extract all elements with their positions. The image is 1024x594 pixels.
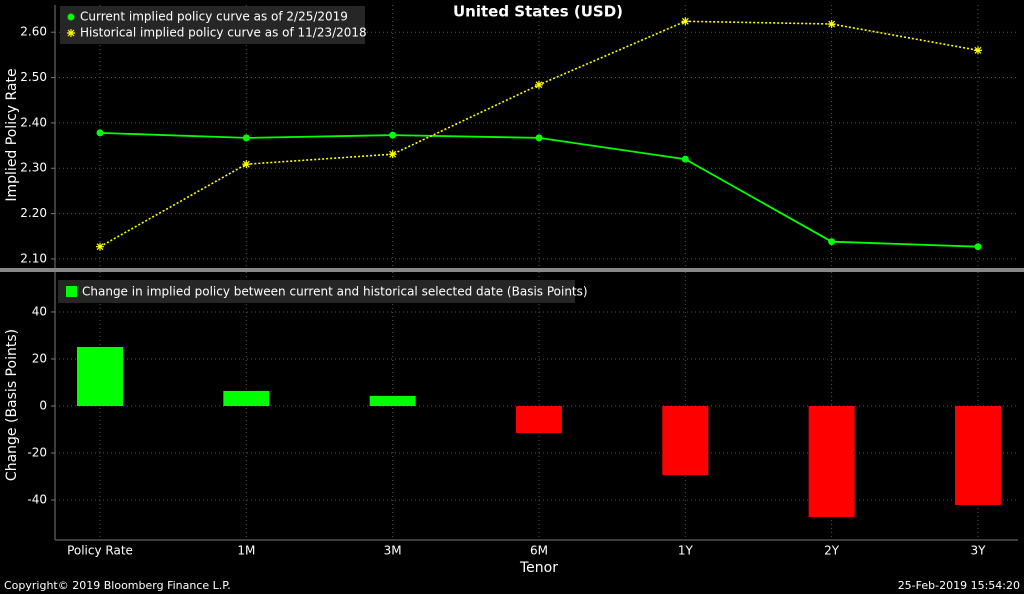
series-marker xyxy=(388,150,397,159)
legend-box xyxy=(58,280,575,303)
y-tick-label: -40 xyxy=(27,493,47,507)
series-marker xyxy=(973,46,982,55)
y-tick-label: 20 xyxy=(32,351,47,365)
footer-copyright: Copyright© 2019 Bloomberg Finance L.P. xyxy=(4,579,231,592)
legend-label: Change in implied policy between current… xyxy=(82,285,588,299)
series-marker xyxy=(96,129,104,137)
legend-marker xyxy=(67,29,75,37)
series-marker xyxy=(242,134,250,142)
x-axis-title: Tenor xyxy=(519,560,558,576)
series-marker xyxy=(827,20,836,29)
series-marker xyxy=(681,155,689,163)
panel-separator xyxy=(0,268,1024,272)
y-tick-label: 2.20 xyxy=(20,206,47,220)
x-tick-label: 2Y xyxy=(824,544,840,558)
series-marker xyxy=(535,134,543,142)
x-tick-label: Policy Rate xyxy=(67,544,133,558)
y-tick-label: 2.40 xyxy=(20,115,47,129)
footer-timestamp: 25-Feb-2019 15:54:20 xyxy=(898,579,1020,592)
bar xyxy=(369,395,416,406)
bar xyxy=(77,346,123,406)
y-tick-label: 2.60 xyxy=(20,25,47,39)
x-tick-label: 1Y xyxy=(678,544,694,558)
bar xyxy=(954,406,1001,505)
x-tick-label: 6M xyxy=(530,544,548,558)
series-marker xyxy=(534,80,543,89)
legend-swatch xyxy=(66,286,77,297)
series-marker xyxy=(96,242,104,251)
bar xyxy=(808,406,855,517)
bar xyxy=(223,390,270,406)
series-marker xyxy=(828,238,836,246)
chart-title: United States (USD) xyxy=(453,3,623,21)
y-tick-label: 2.50 xyxy=(20,70,47,84)
y-tick-label: 2.30 xyxy=(20,161,47,175)
series-marker xyxy=(242,160,251,169)
x-tick-label: 1M xyxy=(237,544,255,558)
y-tick-label: -20 xyxy=(27,446,47,460)
series-marker xyxy=(974,243,982,251)
series-marker xyxy=(681,17,690,26)
y-tick-label: 2.10 xyxy=(20,251,47,265)
bar xyxy=(662,406,709,476)
legend-marker xyxy=(67,13,75,21)
y-tick-label: 0 xyxy=(39,399,47,413)
bar xyxy=(515,406,562,434)
series-marker xyxy=(389,131,397,139)
y-axis-title: Change (Basis Points) xyxy=(4,329,20,481)
y-axis-title: Implied Policy Rate xyxy=(4,68,20,201)
legend-label: Current implied policy curve as of 2/25/… xyxy=(80,10,348,24)
legend-box xyxy=(60,6,365,44)
legend-label: Historical implied policy curve as of 11… xyxy=(80,26,367,40)
x-tick-label: 3M xyxy=(384,544,402,558)
y-tick-label: 40 xyxy=(32,304,47,318)
x-tick-label: 3Y xyxy=(970,544,986,558)
